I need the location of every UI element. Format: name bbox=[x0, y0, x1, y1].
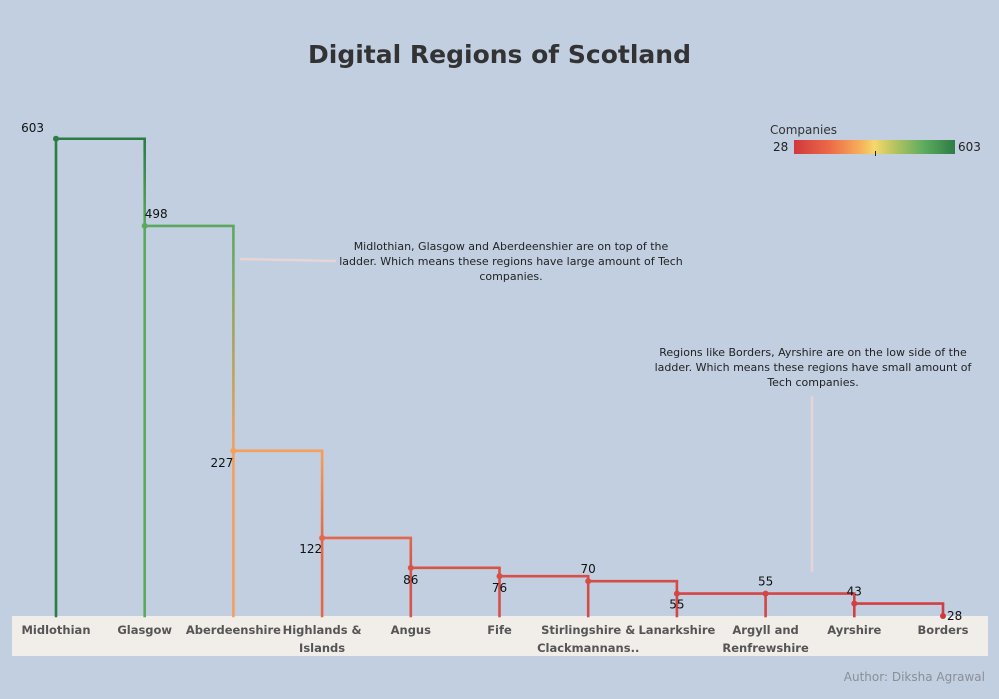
step-vertical-1 bbox=[232, 225, 235, 451]
legend-max-label: 603 bbox=[958, 140, 981, 154]
value-label-0: 603 bbox=[21, 121, 44, 135]
x-tick-label-10: Borders bbox=[918, 623, 969, 637]
x-tick-label-5: Fife bbox=[487, 623, 512, 637]
data-point-5[interactable] bbox=[496, 573, 503, 580]
step-vertical-3 bbox=[409, 537, 413, 568]
data-point-0[interactable] bbox=[53, 135, 59, 142]
value-label-6: 70 bbox=[581, 562, 596, 576]
x-axis-band bbox=[12, 616, 988, 656]
x-tick-label-8: Argyll and Renfrewshire bbox=[722, 623, 809, 655]
legend-title: Companies bbox=[770, 123, 837, 137]
annotation-top-connector bbox=[239, 257, 337, 263]
x-tick-label-6: Stirlingshire & Clackmannans.. bbox=[537, 623, 639, 655]
step-vertical-2 bbox=[320, 450, 324, 538]
value-label-5: 76 bbox=[492, 581, 507, 595]
author-credit: Author: Diksha Agrawal bbox=[843, 670, 985, 684]
value-label-9: 43 bbox=[847, 585, 862, 599]
data-point-3[interactable] bbox=[319, 534, 326, 541]
step-vertical-0 bbox=[143, 138, 146, 226]
x-tick-label-3: Highlands & Islands bbox=[283, 623, 362, 655]
data-point-1[interactable] bbox=[141, 222, 148, 229]
data-point-8[interactable] bbox=[762, 590, 769, 597]
value-label-4: 86 bbox=[403, 573, 418, 587]
x-tick-label-7: Lanarkshire bbox=[638, 623, 715, 637]
step-vertical-6 bbox=[675, 581, 679, 594]
chart-title: Digital Regions of Scotland bbox=[308, 40, 691, 69]
value-label-1: 498 bbox=[145, 207, 168, 221]
step-vertical-9 bbox=[941, 603, 945, 616]
value-label-2: 227 bbox=[210, 456, 233, 470]
legend-color-bar bbox=[794, 140, 955, 154]
data-point-9[interactable] bbox=[851, 600, 858, 607]
legend-min-label: 28 bbox=[773, 140, 789, 154]
annotation-top-regions: Midlothian, Glasgow and Aberdeenshier ar… bbox=[339, 240, 683, 283]
data-point-10[interactable] bbox=[940, 613, 946, 619]
x-tick-label-9: Ayrshire bbox=[827, 623, 881, 637]
x-tick-label-0: Midlothian bbox=[21, 623, 90, 637]
data-point-4[interactable] bbox=[407, 564, 414, 571]
data-point-6[interactable] bbox=[585, 578, 592, 585]
x-tick-label-2: Aberdeenshire bbox=[186, 623, 281, 637]
data-point-7[interactable] bbox=[673, 590, 680, 597]
step-vertical-4 bbox=[498, 567, 501, 577]
value-label-7: 55 bbox=[669, 598, 684, 612]
x-tick-label-4: Angus bbox=[391, 623, 432, 637]
step-vertical-8 bbox=[853, 593, 856, 604]
x-tick-label-1: Glasgow bbox=[117, 623, 172, 637]
value-label-10: 28 bbox=[947, 609, 962, 623]
annotation-low-regions: Regions like Borders, Ayrshire are on th… bbox=[654, 346, 972, 389]
legend-tick bbox=[875, 151, 876, 156]
value-label-8: 55 bbox=[758, 575, 773, 589]
value-label-3: 122 bbox=[299, 542, 322, 556]
data-point-2[interactable] bbox=[230, 447, 237, 454]
